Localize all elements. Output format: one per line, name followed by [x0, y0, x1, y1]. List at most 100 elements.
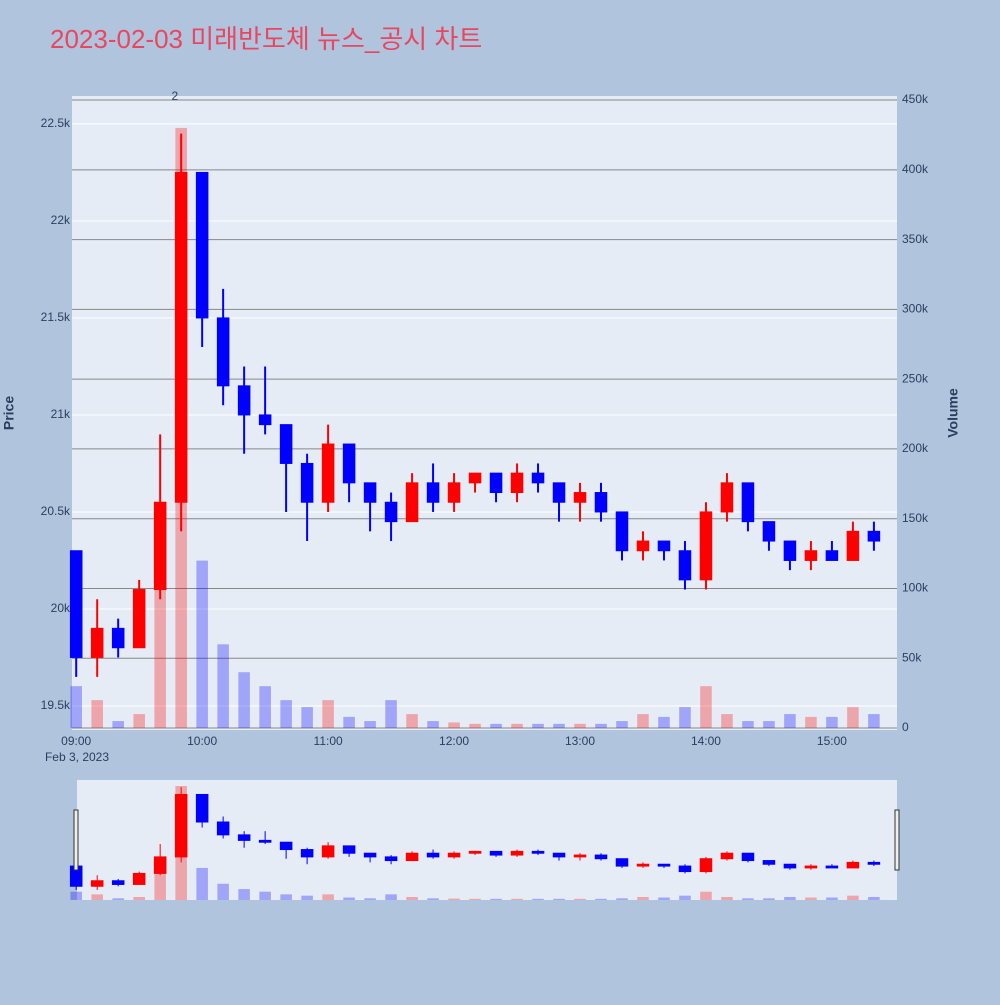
volume-bar [574, 723, 586, 729]
x-tick-label: 12:00 [439, 734, 469, 748]
y-tick-label: 19.5k [41, 698, 71, 712]
volume-bar [448, 722, 460, 729]
slider-volume-bar [763, 898, 775, 900]
slider-volume-bar [343, 897, 355, 900]
volume-bar [490, 723, 502, 729]
slider-volume-bar [91, 894, 103, 900]
slider-candle-body [720, 852, 734, 860]
slider-volume-bar [448, 898, 460, 900]
slider-candle-body [531, 850, 545, 854]
slider-volume-bar [553, 898, 565, 900]
slider-volume-bar [70, 891, 82, 900]
range-slider[interactable] [77, 780, 897, 900]
y2-tick-label: 350k [902, 232, 929, 246]
slider-candle-body [153, 856, 167, 874]
slider-volume-bar [427, 898, 439, 900]
candle-body [216, 317, 230, 387]
slider-candle-body [279, 841, 293, 851]
slider-candle-body [468, 850, 482, 854]
slider-volume-bar [511, 898, 523, 900]
slider-candle-body [510, 850, 524, 856]
slider-handle[interactable] [73, 809, 79, 871]
candle-body [447, 482, 461, 503]
y-tick-label: 22k [51, 213, 71, 227]
y2-tick-label: 0 [902, 720, 909, 734]
volume-bar [511, 723, 523, 729]
candle-body [678, 550, 692, 581]
candle-body [384, 501, 398, 523]
candle-body [720, 482, 734, 513]
volume-bar [595, 723, 607, 729]
volume-bar [700, 686, 712, 729]
candle-body [258, 414, 272, 426]
slider-volume-bar [826, 897, 838, 900]
slider-candle-body [657, 863, 671, 867]
volume-bar [742, 721, 754, 729]
candle-body [783, 540, 797, 561]
y2-tick-label: 200k [902, 441, 929, 455]
slider-candle-body [216, 821, 230, 836]
slider-volume-bar [196, 867, 208, 900]
slider-candle-body [825, 865, 839, 869]
slider-candle-body [132, 872, 146, 885]
candle-body [111, 627, 125, 649]
slider-volume-bar [385, 894, 397, 900]
x-date-label: Feb 3, 2023 [45, 750, 109, 764]
candle-body [321, 443, 335, 503]
slider-candle-body [321, 845, 335, 858]
slider-candle-body [699, 858, 713, 873]
slider-volume-bar [112, 898, 124, 900]
slider-volume-bar [679, 895, 691, 900]
candle-body [741, 482, 755, 523]
volume-bar [280, 700, 292, 729]
volume-bar [427, 721, 439, 729]
slider-volume-bar [637, 896, 649, 900]
slider-volume-bar [322, 894, 334, 900]
slider-volume-bar [574, 898, 586, 900]
volume-bar [469, 723, 481, 729]
volume-bar [868, 714, 880, 729]
slider-candle-body [615, 858, 629, 867]
slider-handle[interactable] [894, 809, 900, 871]
slider-volume-bar [742, 898, 754, 900]
slider-candle-body [783, 863, 797, 869]
volume-bar [679, 707, 691, 729]
slider-candle-body [573, 854, 587, 858]
chart-title: 2023-02-03 미래반도체 뉴스_공시 차트 [50, 24, 482, 54]
slider-candle-body [174, 793, 188, 858]
volume-bar [784, 714, 796, 729]
slider-volume-bar [658, 897, 670, 900]
candle-body [90, 627, 104, 658]
slider-candle-body [342, 845, 356, 854]
candle-body [510, 472, 524, 494]
volume-bar [637, 714, 649, 729]
slider-candle-body [258, 839, 272, 843]
candle-body [615, 511, 629, 552]
candle-body [489, 472, 503, 494]
annotation: 2 [172, 89, 179, 103]
volume-bar [154, 588, 166, 729]
volume-bar [805, 716, 817, 729]
slider-candle-body [804, 865, 818, 869]
x-tick-label: 10:00 [187, 734, 217, 748]
volume-bar [616, 721, 628, 729]
slider-volume-bar [490, 898, 502, 900]
candle-body [762, 521, 776, 542]
volume-bar [826, 716, 838, 729]
y2-tick-label: 450k [902, 92, 929, 106]
volume-bar [343, 716, 355, 729]
slider-candle-body [90, 880, 104, 887]
slider-volume-bar [784, 896, 796, 900]
candle-body [594, 492, 608, 513]
slider-volume-bar [532, 898, 544, 900]
x-tick-label: 15:00 [817, 734, 847, 748]
candle-body [426, 482, 440, 503]
slider-candle-body [384, 856, 398, 862]
y-tick-label: 20k [51, 601, 71, 615]
volume-bar [721, 714, 733, 729]
candle-body [804, 550, 818, 561]
y-tick-label: 22.5k [41, 116, 71, 130]
candle-body [132, 589, 146, 649]
volume-bar [847, 707, 859, 729]
